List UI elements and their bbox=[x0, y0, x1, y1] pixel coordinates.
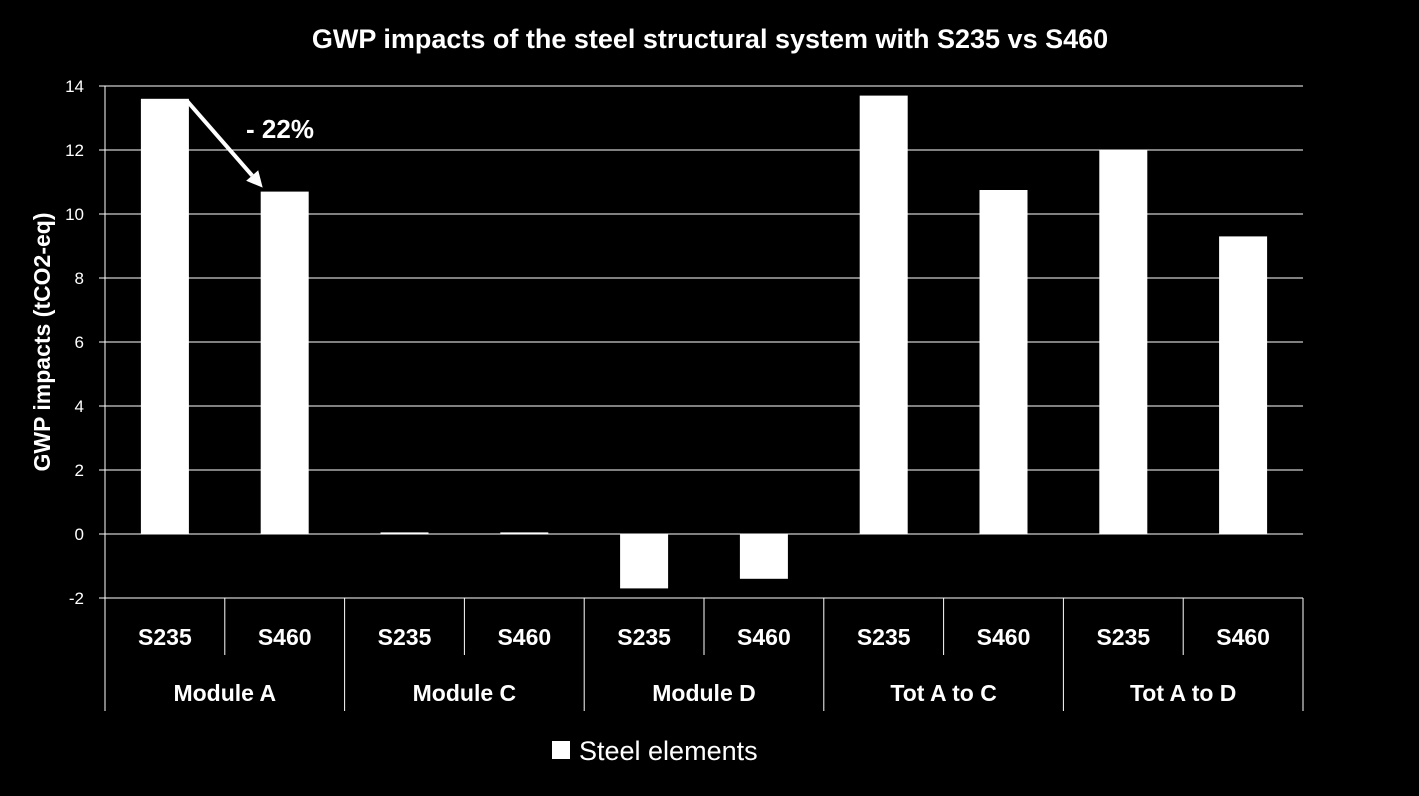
bar bbox=[1099, 150, 1148, 534]
bar bbox=[739, 534, 788, 579]
x-group-label: Module A bbox=[173, 680, 276, 706]
legend: Steel elements bbox=[552, 736, 758, 766]
x-group-label: Tot A to C bbox=[890, 680, 996, 706]
x-category-label: S460 bbox=[258, 624, 312, 650]
x-axis-category-table: S235 S460 S235 S460 S235 S460 S235 S460 S235 S460… bbox=[104, 597, 1304, 711]
bar bbox=[380, 532, 429, 534]
y-axis-ticks: -2 0 2 4 6 8 10 12 14 bbox=[65, 77, 105, 608]
x-category-label: S235 bbox=[857, 624, 911, 650]
bar bbox=[1219, 236, 1268, 534]
x-category-label: S235 bbox=[617, 624, 671, 650]
x-category-label: S460 bbox=[977, 624, 1031, 650]
annotation-arrowhead bbox=[246, 170, 263, 188]
y-tick-label: -2 bbox=[69, 589, 84, 608]
bar bbox=[859, 95, 908, 534]
x-group-label: Module C bbox=[413, 680, 517, 706]
percent-change-annotation: - 22% bbox=[185, 99, 314, 188]
x-category-label: S235 bbox=[378, 624, 432, 650]
x-category-label: S460 bbox=[737, 624, 791, 650]
y-tick-label: 8 bbox=[75, 269, 84, 288]
x-category-label: S235 bbox=[138, 624, 192, 650]
bar bbox=[979, 190, 1028, 534]
legend-label: Steel elements bbox=[579, 736, 758, 766]
bar bbox=[620, 534, 669, 589]
y-tick-label: 4 bbox=[75, 397, 84, 416]
bar bbox=[260, 191, 309, 534]
bar bbox=[500, 532, 549, 534]
annotation-arrow bbox=[185, 99, 254, 177]
y-tick-label: 2 bbox=[75, 461, 84, 480]
x-group-label: Tot A to D bbox=[1130, 680, 1236, 706]
x-category-label: S460 bbox=[1216, 624, 1270, 650]
x-category-label: S460 bbox=[497, 624, 551, 650]
y-tick-label: 14 bbox=[65, 77, 84, 96]
bar bbox=[140, 98, 189, 535]
x-category-label: S235 bbox=[1096, 624, 1150, 650]
y-axis-label: GWP impacts (tCO2-eq) bbox=[29, 213, 55, 472]
x-group-label: Module D bbox=[652, 680, 756, 706]
legend-swatch bbox=[552, 741, 570, 759]
bars bbox=[140, 95, 1268, 589]
y-tick-label: 10 bbox=[65, 205, 84, 224]
y-tick-label: 6 bbox=[75, 333, 84, 352]
annotation-label: - 22% bbox=[246, 114, 314, 144]
y-tick-label: 12 bbox=[65, 141, 84, 160]
y-tick-label: 0 bbox=[75, 525, 84, 544]
chart-title: GWP impacts of the steel structural syst… bbox=[312, 24, 1108, 54]
